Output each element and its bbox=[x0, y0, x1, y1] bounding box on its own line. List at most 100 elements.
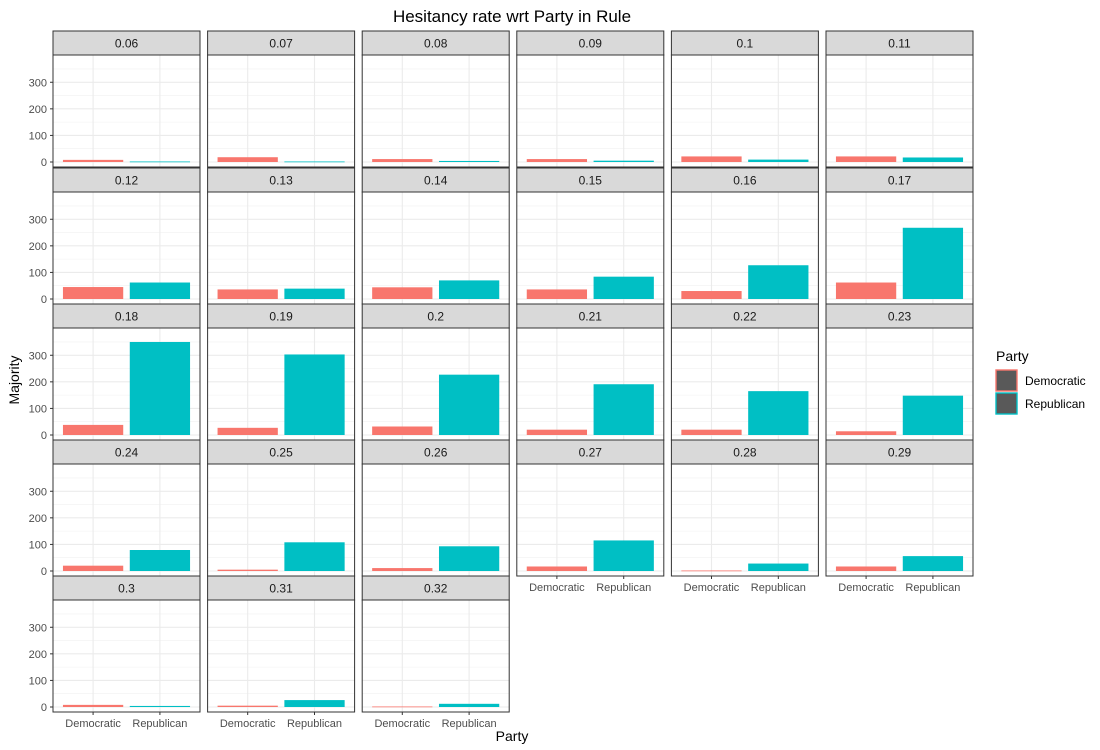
legend-label-democratic: Democratic bbox=[1025, 374, 1086, 388]
bar-democratic bbox=[526, 566, 588, 571]
bar-republican bbox=[284, 542, 345, 571]
bar-republican bbox=[902, 395, 964, 435]
panel-plot-area bbox=[671, 464, 819, 576]
bar-democratic bbox=[62, 159, 124, 162]
panel-0.28: 0.28 Democratic Republican bbox=[670, 439, 819, 594]
panel-strip bbox=[670, 303, 819, 329]
panel-0.14: 0.14 bbox=[361, 167, 510, 305]
panel-plot-area bbox=[362, 55, 510, 167]
panel-border bbox=[361, 54, 510, 168]
legend-label-republican: Republican bbox=[1025, 397, 1085, 411]
y-tick-label: 300 bbox=[29, 350, 47, 362]
panel-strip bbox=[825, 167, 974, 193]
panel-plot-area bbox=[207, 192, 355, 304]
panel-strip-label: 0.2 bbox=[427, 310, 444, 324]
panel-0.21: 0.21 bbox=[516, 303, 665, 441]
x-tick-label: Democratic bbox=[529, 582, 585, 594]
bar-republican bbox=[748, 265, 809, 299]
panel-0.09: 0.09 bbox=[516, 30, 665, 168]
panel-plot-area bbox=[207, 600, 355, 712]
panel-strip-label: 0.11 bbox=[888, 37, 911, 51]
bar-republican bbox=[902, 157, 964, 162]
panel-strip-label: 0.21 bbox=[579, 310, 603, 324]
panel-strip-label: 0.19 bbox=[269, 310, 293, 324]
panel-strip-label: 0.3 bbox=[118, 582, 135, 596]
panel-border bbox=[207, 599, 356, 713]
panel-strip bbox=[825, 439, 974, 465]
panel-0.13: 0.13 bbox=[207, 167, 356, 305]
y-tick-label: 100 bbox=[29, 539, 47, 551]
panel-strip bbox=[670, 439, 819, 465]
panel-strip-label: 0.16 bbox=[733, 174, 757, 188]
panel-plot-area bbox=[53, 55, 200, 167]
panel-0.06: 0.06 0 100 200 300 bbox=[29, 30, 201, 169]
panels-layer: 0.06 0 100 200 300 0.07 0.08 0.09 0.1 0.11 0.12 0 10… bbox=[29, 30, 974, 730]
panel-strip-label: 0.17 bbox=[888, 174, 912, 188]
bar-republican bbox=[593, 540, 654, 571]
bar-democratic bbox=[217, 427, 278, 435]
bar-republican bbox=[129, 550, 191, 571]
panel-border bbox=[670, 54, 819, 168]
bar-republican bbox=[284, 354, 345, 435]
y-axis-title: Majority bbox=[6, 355, 22, 404]
panel-strip bbox=[825, 30, 974, 56]
bar-democratic bbox=[372, 426, 433, 435]
panel-border bbox=[516, 54, 665, 168]
x-tick-label: Republican bbox=[905, 582, 960, 594]
panel-strip bbox=[207, 439, 356, 465]
x-axis-title: Party bbox=[496, 728, 529, 744]
bar-democratic bbox=[835, 431, 897, 435]
y-tick-label: 300 bbox=[29, 214, 47, 226]
panel-strip-label: 0.14 bbox=[424, 174, 448, 188]
panel-0.24: 0.24 0 100 200 300 bbox=[29, 439, 201, 578]
y-tick-label: 200 bbox=[29, 649, 47, 661]
bar-democratic bbox=[835, 156, 897, 162]
panel-0.16: 0.16 bbox=[670, 167, 819, 305]
panel-strip-label: 0.31 bbox=[269, 582, 293, 596]
y-tick-label: 100 bbox=[29, 267, 47, 279]
panel-strip-label: 0.27 bbox=[579, 446, 603, 460]
panel-strip bbox=[516, 303, 665, 329]
bar-democratic bbox=[217, 705, 278, 707]
bar-republican bbox=[129, 282, 191, 299]
panel-strip-label: 0.22 bbox=[733, 310, 757, 324]
bar-democratic bbox=[62, 565, 124, 571]
y-tick-label: 300 bbox=[29, 486, 47, 498]
y-tick-label: 0 bbox=[41, 430, 47, 442]
panel-strip bbox=[825, 303, 974, 329]
panel-strip-label: 0.23 bbox=[888, 310, 912, 324]
panel-0.08: 0.08 bbox=[361, 30, 510, 168]
bar-republican bbox=[438, 374, 500, 435]
y-tick-label: 100 bbox=[29, 130, 47, 142]
panel-strip bbox=[670, 30, 819, 56]
panel-strip-label: 0.25 bbox=[269, 446, 293, 460]
y-tick-label: 100 bbox=[29, 403, 47, 415]
panel-strip-label: 0.12 bbox=[115, 174, 139, 188]
panel-border bbox=[207, 54, 356, 168]
panel-strip-label: 0.1 bbox=[737, 37, 754, 51]
panel-strip bbox=[361, 575, 510, 601]
x-tick-label: Democratic bbox=[220, 718, 276, 730]
panel-strip bbox=[516, 439, 665, 465]
bar-republican bbox=[593, 276, 654, 299]
bar-republican bbox=[284, 288, 345, 299]
bar-democratic bbox=[372, 159, 433, 162]
panel-strip bbox=[52, 439, 201, 465]
panel-border bbox=[825, 463, 974, 577]
panel-0.2: 0.2 bbox=[361, 303, 510, 441]
panel-strip bbox=[52, 30, 201, 56]
panel-strip bbox=[52, 575, 201, 601]
bar-republican bbox=[748, 159, 809, 162]
panel-0.22: 0.22 bbox=[670, 303, 819, 441]
bar-democratic bbox=[526, 159, 588, 162]
bar-democratic bbox=[681, 291, 742, 299]
panel-strip-label: 0.28 bbox=[733, 446, 757, 460]
bar-republican bbox=[902, 556, 964, 571]
panel-strip-label: 0.24 bbox=[115, 446, 139, 460]
panel-strip-label: 0.18 bbox=[115, 310, 139, 324]
y-tick-label: 300 bbox=[29, 77, 47, 89]
bar-democratic bbox=[217, 569, 278, 571]
panel-strip bbox=[52, 303, 201, 329]
bar-democratic bbox=[62, 287, 124, 299]
chart-title: Hesitancy rate wrt Party in Rule bbox=[393, 7, 631, 26]
